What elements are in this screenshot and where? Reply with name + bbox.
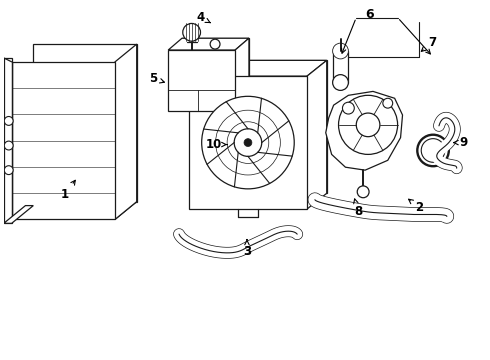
Text: 3: 3 — [243, 240, 251, 258]
Circle shape — [210, 39, 220, 49]
Circle shape — [4, 166, 13, 175]
Circle shape — [421, 139, 445, 162]
Polygon shape — [168, 38, 249, 50]
Text: 2: 2 — [409, 199, 423, 214]
Text: 6: 6 — [366, 8, 374, 21]
Polygon shape — [115, 44, 137, 219]
Circle shape — [234, 129, 262, 156]
Text: 7: 7 — [421, 36, 436, 51]
Circle shape — [4, 117, 13, 125]
Polygon shape — [182, 38, 249, 99]
Circle shape — [244, 139, 252, 147]
Text: 9: 9 — [454, 136, 467, 149]
Polygon shape — [326, 91, 402, 170]
Text: 8: 8 — [354, 199, 362, 218]
Polygon shape — [209, 60, 327, 193]
Polygon shape — [189, 76, 307, 209]
Circle shape — [357, 186, 369, 198]
Circle shape — [183, 23, 200, 41]
Polygon shape — [4, 206, 33, 223]
Circle shape — [4, 141, 13, 150]
Polygon shape — [235, 38, 249, 111]
Polygon shape — [4, 58, 12, 223]
Circle shape — [333, 43, 348, 59]
Polygon shape — [307, 60, 327, 209]
Circle shape — [202, 96, 294, 189]
Polygon shape — [12, 202, 137, 219]
Circle shape — [417, 135, 449, 166]
Circle shape — [356, 113, 380, 137]
Circle shape — [343, 102, 354, 114]
Text: 1: 1 — [61, 180, 75, 201]
Circle shape — [383, 98, 392, 108]
Circle shape — [333, 75, 348, 90]
Circle shape — [339, 95, 397, 154]
Polygon shape — [12, 62, 115, 219]
Polygon shape — [333, 51, 348, 82]
Text: 10: 10 — [205, 138, 227, 151]
Text: 4: 4 — [196, 11, 210, 24]
Polygon shape — [189, 60, 327, 76]
Text: 5: 5 — [149, 72, 164, 85]
Polygon shape — [168, 50, 235, 111]
Polygon shape — [33, 44, 137, 202]
